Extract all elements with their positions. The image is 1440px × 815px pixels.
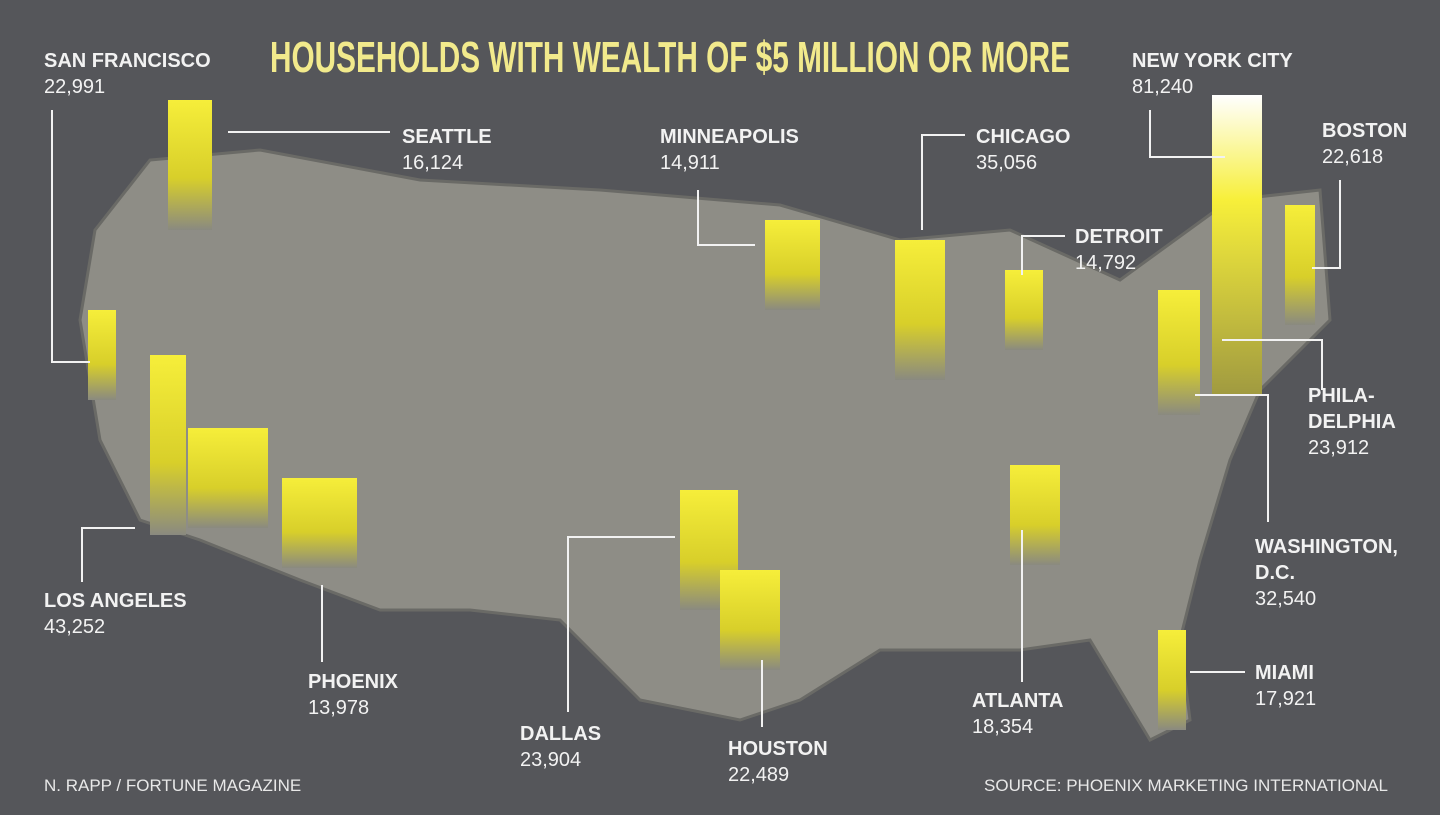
spike: [1005, 270, 1043, 350]
city-value: 23,912: [1308, 437, 1369, 459]
city-value: 81,240: [1132, 76, 1193, 98]
city-name: SAN FRANCISCO: [44, 50, 211, 72]
city-name: NEW YORK CITY: [1132, 50, 1293, 72]
spike: [895, 240, 945, 380]
spike: [168, 100, 212, 230]
city-name: MINNEAPOLIS: [660, 126, 799, 148]
spike: [1212, 95, 1262, 395]
title: HOUSEHOLDS WITH WEALTH OF $5 MILLION OR …: [270, 33, 1070, 82]
leader-line: [81, 527, 135, 582]
credit: N. RAPP / FORTUNE MAGAZINE: [44, 776, 301, 795]
spike: [765, 220, 820, 310]
city-name: CHICAGO: [976, 126, 1070, 148]
city-value: 22,991: [44, 76, 105, 98]
spikes: [88, 95, 1315, 730]
city-value: 22,489: [728, 764, 789, 786]
leader-line: [1195, 394, 1269, 522]
leader-line: [1222, 339, 1323, 390]
city-name: ATLANTA: [972, 690, 1063, 712]
leader-lines: [51, 110, 1341, 727]
city-name: MIAMI: [1255, 662, 1314, 684]
spike: [188, 428, 268, 528]
spike: [150, 355, 186, 535]
leader-line: [1312, 180, 1341, 269]
leader-line: [697, 190, 755, 246]
city-value: 35,056: [976, 152, 1037, 174]
city-labels: SAN FRANCISCO 22,991 SEATTLE 16,124 MINNEAPO…: [44, 50, 1407, 786]
city-value: 14,911: [660, 152, 720, 174]
city-name: LOS ANGELES: [44, 590, 187, 612]
leader-line: [921, 134, 965, 230]
city-name: HOUSTON: [728, 738, 828, 760]
city-name: DALLAS: [520, 723, 601, 745]
city-name: PHILA-: [1308, 385, 1375, 407]
city-value: 22,618: [1322, 146, 1383, 168]
city-name: SEATTLE: [402, 126, 492, 148]
city-name: D.C.: [1255, 562, 1295, 584]
spike: [88, 310, 116, 400]
city-name: WASHINGTON,: [1255, 536, 1398, 558]
city-value: 14,792: [1075, 252, 1136, 274]
city-name: BOSTON: [1322, 120, 1407, 142]
leader-line: [51, 110, 90, 363]
spike: [282, 478, 357, 568]
city-value: 23,904: [520, 749, 581, 771]
leader-line: [1149, 110, 1225, 158]
spike: [720, 570, 780, 670]
city-value: 43,252: [44, 616, 105, 638]
city-name: PHOENIX: [308, 671, 399, 693]
city-value: 16,124: [402, 152, 463, 174]
city-value: 18,354: [972, 716, 1033, 738]
spike: [1285, 205, 1315, 325]
city-value: 32,540: [1255, 588, 1316, 610]
city-name: DETROIT: [1075, 226, 1163, 248]
city-value: 17,921: [1255, 688, 1316, 710]
leader-line: [1021, 235, 1065, 275]
spike: [1010, 465, 1060, 565]
spike: [1158, 630, 1186, 730]
spike: [1158, 290, 1200, 415]
city-name: DELPHIA: [1308, 411, 1396, 433]
leader-line: [567, 536, 675, 712]
city-value: 13,978: [308, 697, 369, 719]
source: SOURCE: PHOENIX MARKETING INTERNATIONAL: [984, 776, 1388, 795]
